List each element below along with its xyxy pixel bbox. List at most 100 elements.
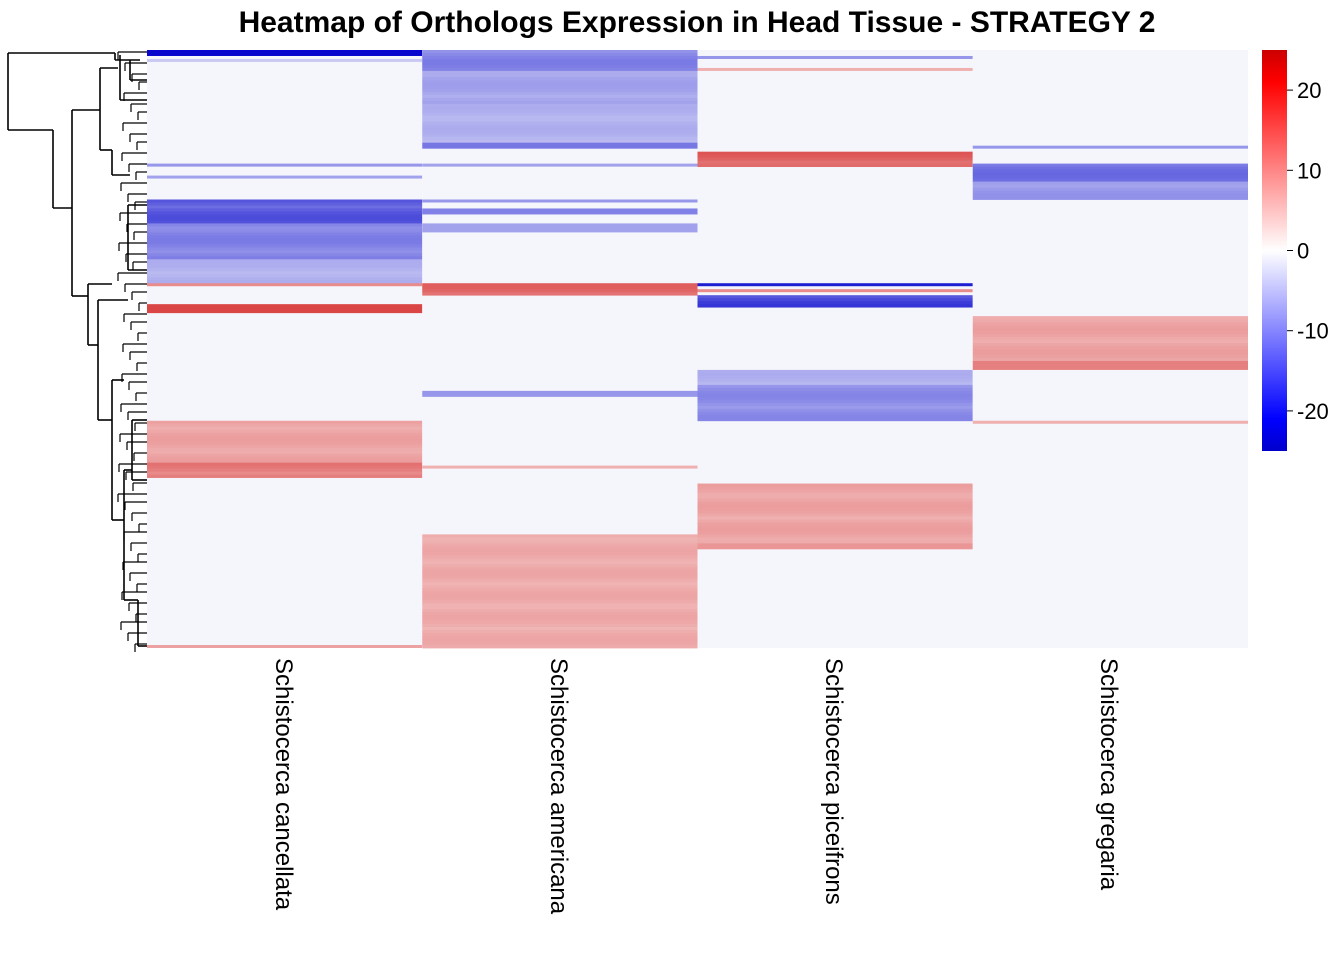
heatmap-cell xyxy=(422,549,698,553)
heatmap-cell xyxy=(422,540,698,544)
heatmap-cell xyxy=(147,241,423,245)
heatmap-cell xyxy=(147,645,423,648)
heatmap-cell xyxy=(697,519,973,523)
heatmap-cell xyxy=(147,450,423,455)
column-label-americana: Schistocerca americana xyxy=(545,658,572,915)
heatmap-cell xyxy=(422,223,698,233)
heatmap-cell xyxy=(422,567,698,571)
heatmap-cell xyxy=(147,283,423,287)
heatmap-cell xyxy=(422,286,698,290)
heatmap-cell xyxy=(972,319,1248,323)
heatmap-cell xyxy=(697,151,973,156)
heatmap-cell xyxy=(697,507,973,511)
heatmap-cell xyxy=(697,483,973,487)
heatmap-cell xyxy=(422,627,698,631)
heatmap-cell xyxy=(697,298,973,302)
heatmap-cell xyxy=(422,618,698,622)
heatmap-cell xyxy=(697,157,973,162)
heatmap-cell xyxy=(422,127,698,132)
heatmap-cell xyxy=(422,615,698,619)
heatmap-cell xyxy=(147,465,423,469)
heatmap-cell xyxy=(972,322,1248,326)
heatmap-cell xyxy=(147,50,423,56)
heatmap-cell xyxy=(697,510,973,514)
heatmap-cell xyxy=(422,199,698,203)
heatmap-cell xyxy=(697,486,973,490)
heatmap-cell xyxy=(972,145,1248,149)
heatmap-cell xyxy=(147,423,423,428)
heatmap-cell xyxy=(147,304,423,314)
heatmap-cell xyxy=(422,591,698,595)
heatmap-cell xyxy=(697,489,973,493)
heatmap-cell xyxy=(147,438,423,443)
heatmap-cell xyxy=(422,579,698,583)
heatmap-cell xyxy=(697,289,973,293)
heatmap-cell xyxy=(422,292,698,296)
heatmap-cell xyxy=(697,543,973,550)
heatmap-cell xyxy=(697,501,973,505)
heatmap-cell xyxy=(697,495,973,499)
heatmap-cell xyxy=(147,175,423,179)
heatmap-cell xyxy=(147,462,423,467)
heatmap-cell xyxy=(147,459,423,464)
heatmap-cell xyxy=(422,555,698,559)
column-label-piceifrons: Schistocerca piceifrons xyxy=(820,658,847,905)
heatmap-cell xyxy=(972,420,1248,424)
heatmap-cell xyxy=(972,340,1248,344)
heatmap-cell xyxy=(697,393,973,398)
heatmap-cell xyxy=(697,405,973,410)
heatmap-cell xyxy=(422,289,698,293)
heatmap-cell xyxy=(972,178,1248,182)
heatmap-cell xyxy=(422,597,698,601)
colorbar-tick-label: 0 xyxy=(1297,239,1309,264)
heatmap-cell xyxy=(422,600,698,604)
heatmap-cell xyxy=(147,420,423,425)
heatmap-cell xyxy=(972,184,1248,188)
heatmap-cell xyxy=(147,456,423,461)
heatmap-cell xyxy=(147,250,423,254)
heatmap-cell xyxy=(422,52,698,57)
heatmap-cell xyxy=(697,160,973,165)
heatmap-cell xyxy=(422,85,698,90)
heatmap-cell xyxy=(972,172,1248,176)
heatmap-cell xyxy=(422,82,698,87)
heatmap-cell xyxy=(972,190,1248,194)
heatmap-cell xyxy=(972,196,1248,200)
colorbar-tick-label: 10 xyxy=(1297,158,1321,183)
heatmap-cell xyxy=(697,390,973,395)
heatmap-cell xyxy=(147,256,423,260)
heatmap-cell xyxy=(147,262,423,266)
heatmap-cell xyxy=(147,211,423,215)
heatmap-cell xyxy=(422,73,698,78)
heatmap-cell xyxy=(422,163,698,167)
heatmap-cell xyxy=(147,444,423,449)
heatmap-cell xyxy=(972,193,1248,197)
heatmap-cell xyxy=(147,441,423,446)
heatmap-cell xyxy=(147,205,423,209)
heatmap-cell xyxy=(697,525,973,529)
heatmap-cell xyxy=(422,633,698,637)
heatmap-cell xyxy=(697,417,973,422)
heatmap-cell xyxy=(422,537,698,541)
heatmap-cell xyxy=(422,564,698,568)
column-label-cancellata: Schistocerca cancellata xyxy=(270,658,297,911)
heatmap-cell xyxy=(972,175,1248,179)
heatmap-cell xyxy=(422,67,698,72)
heatmap-cell xyxy=(147,217,423,221)
heatmap-cell xyxy=(147,247,423,251)
heatmap-cell xyxy=(972,334,1248,338)
column-label-gregaria: Schistocerca gregaria xyxy=(1095,658,1122,891)
heatmap-cell xyxy=(972,325,1248,329)
heatmap-cell xyxy=(422,91,698,96)
heatmap-cell xyxy=(422,100,698,105)
heatmap-cell xyxy=(422,624,698,628)
heatmap-cell xyxy=(147,232,423,236)
heatmap-cell xyxy=(697,295,973,299)
heatmap-cell xyxy=(147,235,423,239)
heatmap-cell xyxy=(697,411,973,416)
heatmap-cell xyxy=(422,112,698,117)
heatmap-cell xyxy=(697,372,973,377)
heatmap-cell xyxy=(422,208,698,215)
heatmap-cell xyxy=(422,88,698,93)
heatmap-body xyxy=(147,50,1248,649)
